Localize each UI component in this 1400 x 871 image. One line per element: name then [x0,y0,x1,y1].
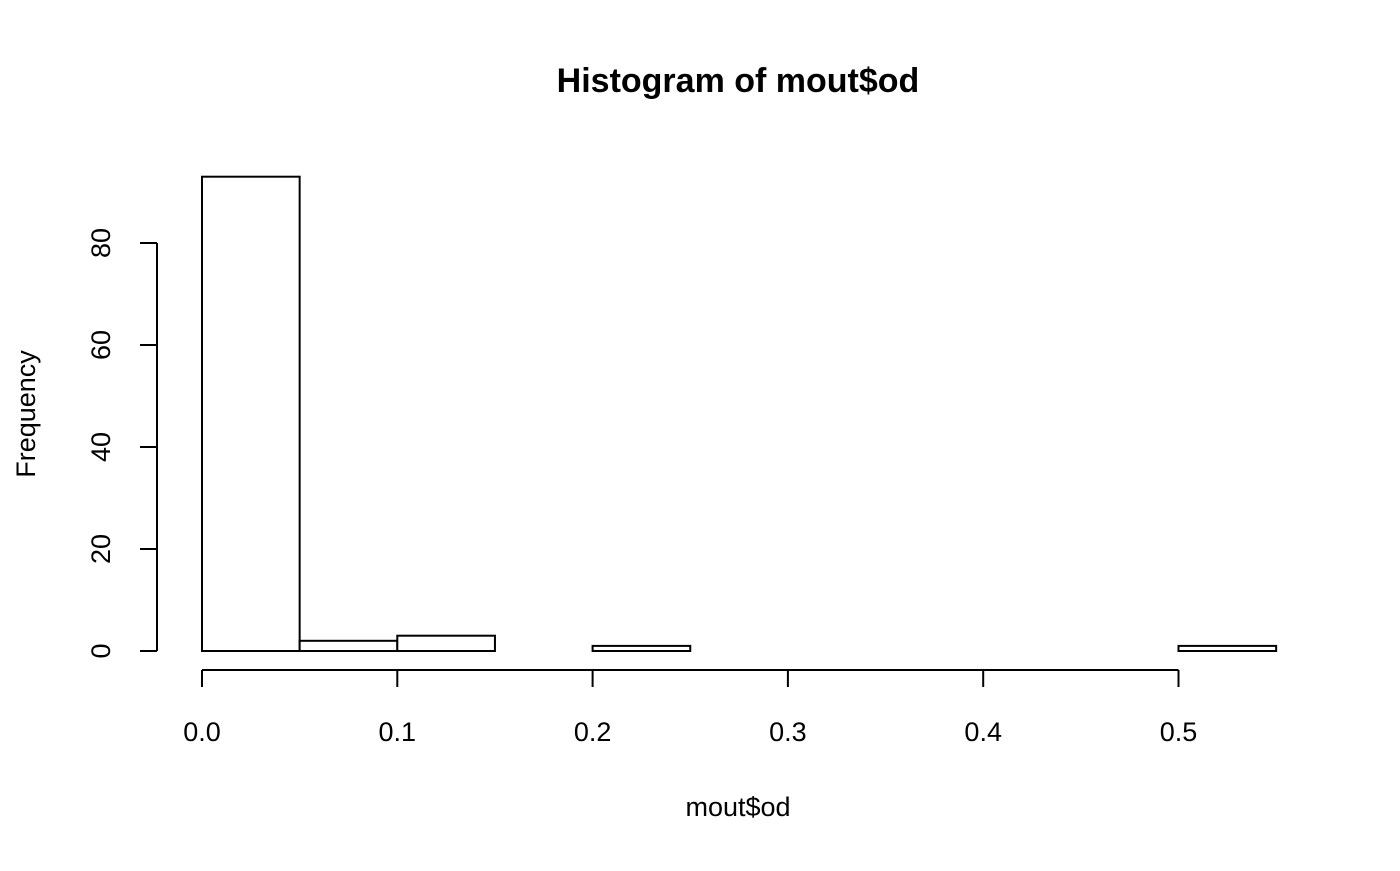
y-tick-label: 60 [86,330,116,360]
y-axis-label: Frequency [11,350,41,478]
x-tick-label: 0.4 [964,717,1002,747]
x-tick-label: 0.2 [574,717,612,747]
histogram-bar-1 [298,639,399,652]
y-axis: 0 20 40 60 80 [86,228,158,659]
y-tick-label: 80 [86,228,116,258]
x-axis-label: mout$od [685,792,790,822]
histogram-bar-2 [396,634,496,653]
x-tick-label: 0.1 [379,717,417,747]
x-axis: 0.0 0.1 0.2 0.3 0.4 0.5 [183,669,1198,747]
x-tick-label: 0.5 [1160,717,1198,747]
x-tick-label: 0.0 [183,717,221,747]
y-tick-label: 20 [86,534,116,564]
x-tick-label: 0.3 [769,717,807,747]
histogram-bar-10 [1177,644,1278,653]
y-tick-label: 0 [86,643,116,658]
histogram-bar-0 [201,175,301,652]
y-tick-label: 40 [86,432,116,462]
histogram-bars [201,175,1278,653]
histogram-bar-4 [591,644,692,653]
chart-title: Histogram of mout$od [557,62,920,100]
